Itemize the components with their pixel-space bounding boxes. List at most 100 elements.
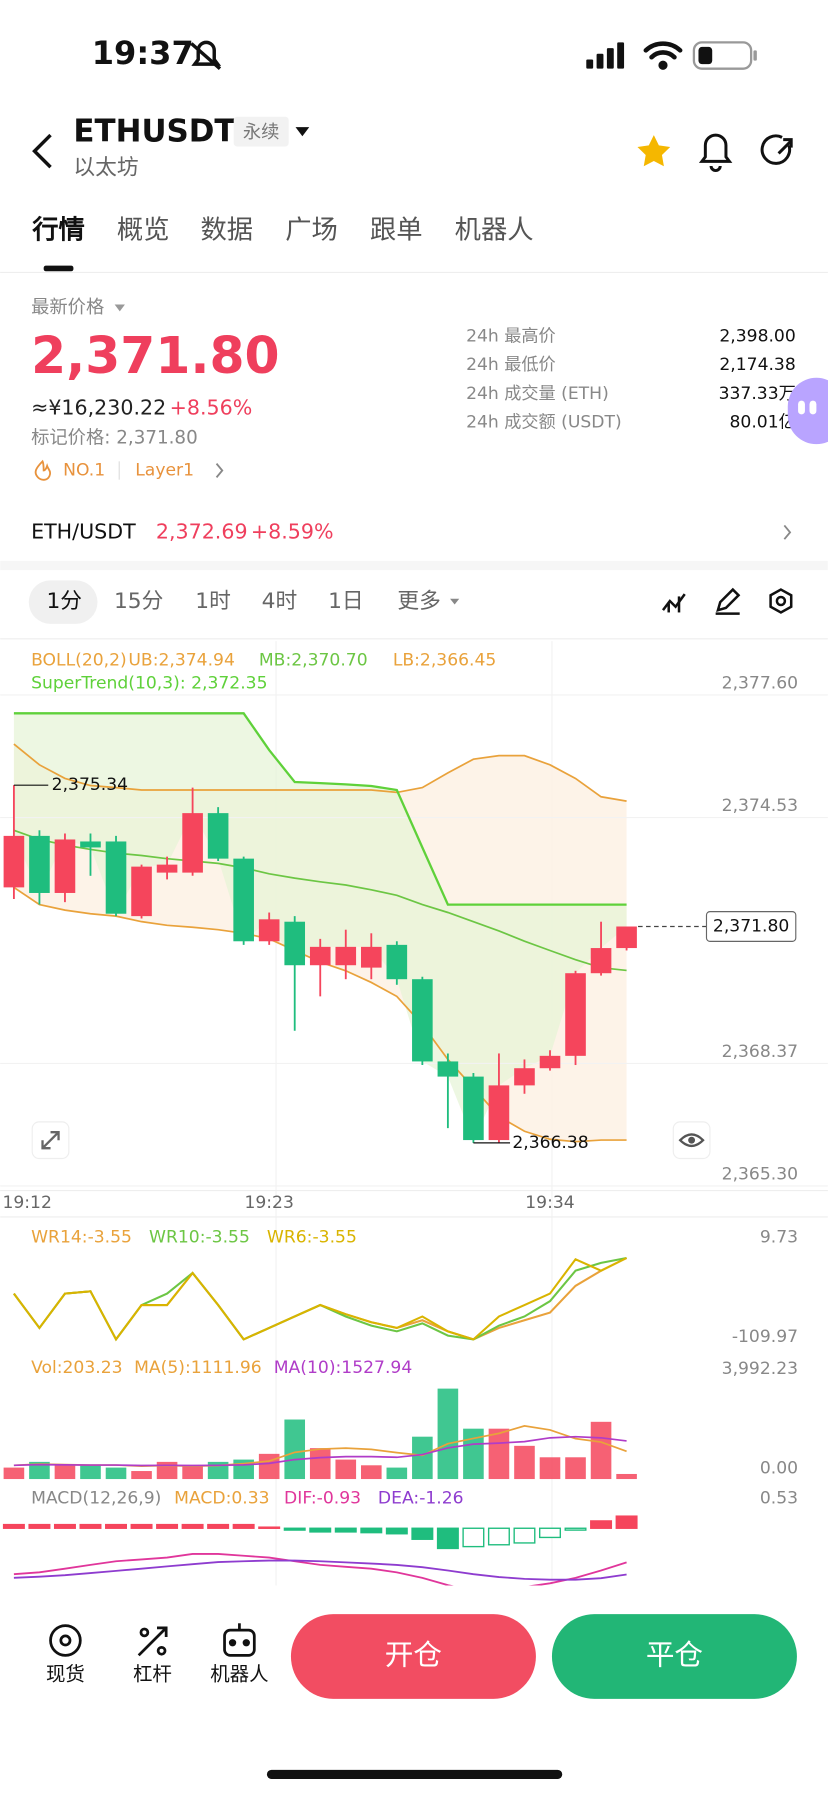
price-box	[705, 911, 797, 942]
volume-bar	[488, 1428, 510, 1480]
back-button[interactable]	[32, 133, 52, 169]
candle-body	[3, 835, 25, 888]
pair-chevron[interactable]	[783, 524, 792, 540]
battery-icon	[692, 41, 757, 70]
volume-bar	[131, 1471, 152, 1480]
macd-bar	[590, 1520, 613, 1529]
candle-body	[539, 1055, 561, 1069]
tab[interactable]: 跟单	[370, 216, 423, 246]
macd-bar	[283, 1527, 306, 1531]
nav-label[interactable]: 机器人	[210, 1662, 268, 1685]
high-label: 2,375.34	[52, 775, 128, 795]
volume-bar	[616, 1473, 637, 1480]
macd-line	[13, 1552, 627, 1586]
wr-line	[13, 1257, 628, 1342]
stat-label: 24h 最高价	[466, 327, 556, 347]
interval[interactable]: 1日	[328, 589, 364, 614]
symbol-title: ETHUSDT	[73, 113, 235, 149]
candle-body	[514, 1068, 535, 1086]
nav-label[interactable]: 现货	[46, 1662, 85, 1685]
robot-icon[interactable]	[223, 1623, 256, 1657]
macd-bar	[436, 1527, 459, 1550]
tab[interactable]: 数据	[201, 216, 254, 246]
share-button[interactable]	[760, 134, 793, 165]
candle-body	[105, 841, 127, 914]
boll-lb: LB:2,366.45	[393, 651, 497, 671]
volume-bar	[412, 1436, 433, 1480]
price-dropdown[interactable]	[114, 304, 125, 312]
symbol-dropdown[interactable]	[295, 127, 310, 137]
flame-icon	[34, 459, 52, 481]
close-button[interactable]	[551, 1614, 797, 1699]
interval[interactable]: 更多	[397, 589, 441, 614]
macd-bar	[564, 1527, 587, 1531]
x-tick-label: 19:34	[525, 1193, 574, 1213]
open-button[interactable]	[290, 1614, 536, 1699]
candle-body	[54, 839, 76, 893]
macd-bar	[105, 1523, 128, 1529]
candle-body	[182, 813, 203, 873]
stat-value: 337.33万	[719, 384, 796, 404]
vol-tick-label: 3,992.23	[722, 1359, 798, 1379]
volume-bar	[309, 1448, 331, 1480]
vol-ma-legend: MA(5):1111.96	[134, 1358, 262, 1378]
macd-line	[13, 1559, 627, 1581]
volume-bar	[514, 1445, 535, 1480]
indicator-icon[interactable]	[661, 593, 686, 613]
open-label: 开仓	[385, 1637, 442, 1671]
candle-body	[488, 1085, 510, 1141]
contract-tag: 永续	[243, 122, 280, 143]
spot-icon[interactable]	[49, 1624, 82, 1657]
favorite-star[interactable]	[637, 135, 671, 167]
candle-body	[590, 948, 612, 974]
interval[interactable]: 15分	[114, 589, 163, 614]
tab[interactable]: 概览	[117, 216, 170, 246]
nav-label[interactable]: 杠杆	[133, 1662, 172, 1685]
expand-button[interactable]	[31, 1121, 70, 1160]
macd-bar	[53, 1523, 76, 1529]
candle-body	[131, 866, 152, 917]
sector-chevron	[215, 463, 224, 478]
boll-label: BOLL(20,2)	[31, 651, 127, 671]
y-tick-label: 2,377.60	[722, 674, 798, 694]
stat-value: 2,398.00	[719, 327, 795, 347]
macd-bar	[360, 1527, 383, 1534]
tab[interactable]: 广场	[285, 216, 338, 246]
wr-legend: WR10:-3.55	[149, 1227, 250, 1247]
stat-value: 2,174.38	[719, 355, 795, 375]
alert-bell[interactable]	[698, 133, 733, 172]
symbol-subtitle: 以太坊	[73, 155, 138, 180]
candle-body	[156, 864, 178, 873]
rank: NO.1	[63, 461, 105, 481]
supertrend-line	[13, 712, 627, 906]
candle-body	[565, 973, 586, 1056]
macd-bar	[539, 1527, 561, 1539]
tab[interactable]: 行情	[31, 215, 85, 246]
volume-bar	[29, 1461, 50, 1480]
leverage-icon[interactable]	[137, 1626, 168, 1657]
macd-bar	[2, 1523, 25, 1529]
volume-bar	[386, 1467, 408, 1480]
x-tick-label: 19:12	[2, 1193, 51, 1213]
price-change: +8.56%	[170, 396, 253, 420]
interval[interactable]: 4时	[262, 589, 298, 614]
sector[interactable]: Layer1	[135, 461, 194, 481]
settings-icon[interactable]	[769, 588, 793, 614]
macd-bar	[385, 1527, 408, 1535]
candle-body	[463, 1076, 484, 1141]
tab[interactable]: 机器人	[455, 216, 534, 246]
interval[interactable]: 1时	[195, 589, 231, 614]
wr-legend: WR14:-3.55	[31, 1227, 132, 1247]
vol-ma-line	[13, 1435, 627, 1467]
interval[interactable]: 1分	[46, 589, 82, 614]
macd-bar	[181, 1523, 204, 1529]
assistant-bubble[interactable]	[787, 377, 828, 445]
volume-bar	[258, 1453, 280, 1480]
draw-icon[interactable]	[715, 587, 741, 615]
candle-body	[207, 813, 229, 859]
section-gap	[0, 560, 828, 571]
candle-body	[233, 858, 254, 942]
candle-body	[360, 946, 382, 968]
visibility-button[interactable]	[672, 1121, 711, 1160]
